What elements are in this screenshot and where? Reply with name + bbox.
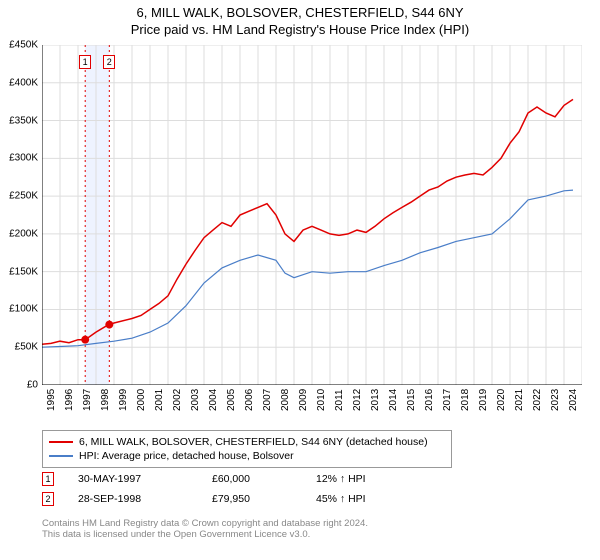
y-axis-label: £350K <box>0 115 38 126</box>
sale-date: 30-MAY-1997 <box>78 473 188 485</box>
attribution-line-2: This data is licensed under the Open Gov… <box>42 529 582 540</box>
x-axis-label: 2021 <box>514 389 525 411</box>
chart-title: 6, MILL WALK, BOLSOVER, CHESTERFIELD, S4… <box>0 0 600 39</box>
sale-delta: 45% ↑ HPI <box>316 493 366 505</box>
x-axis-label: 2011 <box>334 389 345 411</box>
sale-delta: 12% ↑ HPI <box>316 473 366 485</box>
x-axis-label: 2005 <box>226 389 237 411</box>
sale-date: 28-SEP-1998 <box>78 493 188 505</box>
y-axis-label: £0 <box>0 380 38 391</box>
x-axis-label: 1995 <box>46 389 57 411</box>
y-axis-label: £150K <box>0 266 38 277</box>
legend-row: HPI: Average price, detached house, Bols… <box>49 449 445 463</box>
title-line-1: 6, MILL WALK, BOLSOVER, CHESTERFIELD, S4… <box>0 5 600 22</box>
legend-label: HPI: Average price, detached house, Bols… <box>79 450 294 462</box>
sale-marker-2: 2 <box>103 55 115 69</box>
sale-row-marker: 1 <box>42 472 54 486</box>
x-axis-label: 2020 <box>496 389 507 411</box>
sale-row-marker: 2 <box>42 492 54 506</box>
sale-price: £79,950 <box>212 493 292 505</box>
y-axis-label: £450K <box>0 40 38 51</box>
x-axis-label: 2014 <box>388 389 399 411</box>
legend-swatch <box>49 441 73 443</box>
legend-label: 6, MILL WALK, BOLSOVER, CHESTERFIELD, S4… <box>79 436 428 448</box>
x-axis-label: 2013 <box>370 389 381 411</box>
x-axis-label: 2008 <box>280 389 291 411</box>
y-axis-label: £50K <box>0 342 38 353</box>
x-axis-label: 2016 <box>424 389 435 411</box>
x-axis-label: 2017 <box>442 389 453 411</box>
sale-price: £60,000 <box>212 473 292 485</box>
y-axis-label: £100K <box>0 304 38 315</box>
chart-plot-area <box>42 45 582 385</box>
y-axis-label: £300K <box>0 153 38 164</box>
x-axis-label: 1998 <box>100 389 111 411</box>
legend-swatch <box>49 455 73 457</box>
sale-row-2: 2 28-SEP-1998 £79,950 45% ↑ HPI <box>42 492 366 506</box>
legend-row: 6, MILL WALK, BOLSOVER, CHESTERFIELD, S4… <box>49 435 445 449</box>
x-axis-label: 2003 <box>190 389 201 411</box>
x-axis-label: 2010 <box>316 389 327 411</box>
title-line-2: Price paid vs. HM Land Registry's House … <box>0 22 600 39</box>
x-axis-label: 2018 <box>460 389 471 411</box>
sale-row-1: 1 30-MAY-1997 £60,000 12% ↑ HPI <box>42 472 366 486</box>
x-axis-label: 2023 <box>550 389 561 411</box>
x-axis-label: 2002 <box>172 389 183 411</box>
chart-legend: 6, MILL WALK, BOLSOVER, CHESTERFIELD, S4… <box>42 430 452 468</box>
x-axis-label: 2001 <box>154 389 165 411</box>
x-axis-label: 1999 <box>118 389 129 411</box>
y-axis-label: £400K <box>0 77 38 88</box>
x-axis-label: 2000 <box>136 389 147 411</box>
chart-svg <box>42 45 582 385</box>
x-axis-label: 2024 <box>568 389 579 411</box>
x-axis-label: 2004 <box>208 389 219 411</box>
x-axis-label: 2019 <box>478 389 489 411</box>
x-axis-label: 2022 <box>532 389 543 411</box>
x-axis-label: 2012 <box>352 389 363 411</box>
y-axis-label: £250K <box>0 191 38 202</box>
x-axis-label: 2007 <box>262 389 273 411</box>
y-axis-label: £200K <box>0 228 38 239</box>
sale-marker-1: 1 <box>79 55 91 69</box>
x-axis-label: 2015 <box>406 389 417 411</box>
x-axis-label: 1996 <box>64 389 75 411</box>
attribution-line-1: Contains HM Land Registry data © Crown c… <box>42 518 582 529</box>
attribution-text: Contains HM Land Registry data © Crown c… <box>42 518 582 541</box>
x-axis-label: 2006 <box>244 389 255 411</box>
x-axis-label: 2009 <box>298 389 309 411</box>
x-axis-label: 1997 <box>82 389 93 411</box>
